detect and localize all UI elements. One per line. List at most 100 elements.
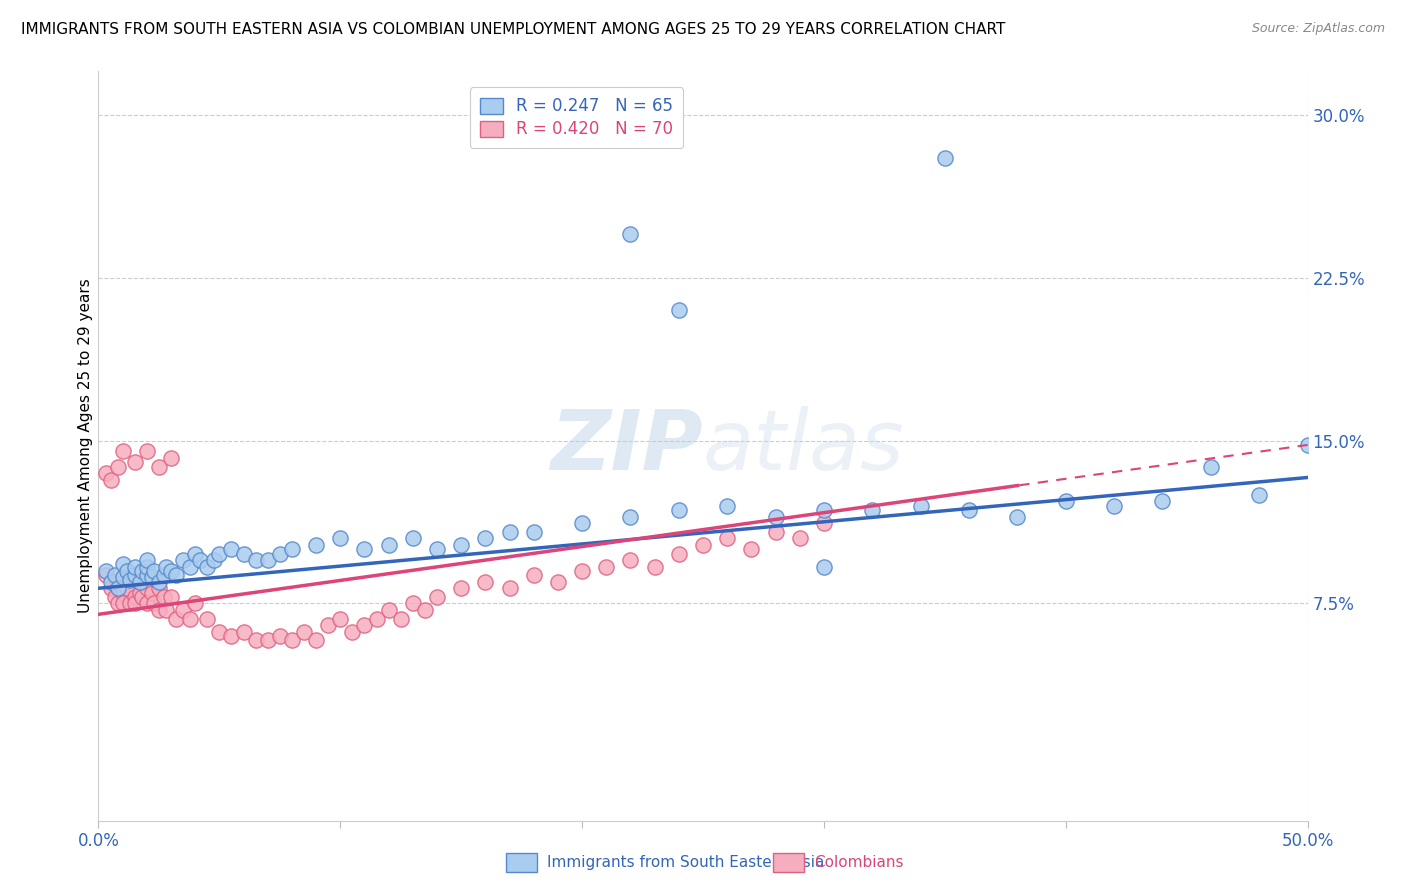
Point	[910, 499, 932, 513]
Point	[342, 624, 364, 639]
Point	[716, 499, 738, 513]
Point	[245, 633, 267, 648]
Point	[765, 524, 787, 539]
Point	[353, 542, 375, 557]
Point	[135, 553, 157, 567]
Point	[813, 516, 835, 530]
Point	[269, 547, 291, 561]
Point	[1007, 509, 1029, 524]
Point	[366, 612, 388, 626]
Point	[155, 559, 177, 574]
Point	[571, 516, 593, 530]
Point	[184, 597, 207, 611]
Point	[269, 629, 291, 643]
Point	[402, 531, 425, 545]
Point	[292, 624, 315, 639]
Point	[619, 553, 641, 567]
Point	[668, 303, 690, 318]
Text: ZIP: ZIP	[550, 406, 703, 486]
Point	[377, 538, 399, 552]
Point	[141, 570, 163, 584]
Point	[860, 503, 883, 517]
Point	[195, 612, 218, 626]
Point	[172, 553, 194, 567]
Point	[165, 612, 187, 626]
Point	[135, 559, 157, 574]
Point	[329, 531, 352, 545]
Point	[111, 585, 134, 599]
Point	[111, 444, 134, 458]
Point	[426, 590, 449, 604]
Point	[644, 559, 666, 574]
Point	[148, 574, 170, 589]
Point	[118, 597, 141, 611]
Point	[124, 559, 146, 574]
Point	[131, 590, 153, 604]
Legend: R = 0.247   N = 65, R = 0.420   N = 70: R = 0.247 N = 65, R = 0.420 N = 70	[470, 87, 683, 148]
Point	[232, 624, 254, 639]
Point	[195, 559, 218, 574]
Point	[957, 503, 980, 517]
Point	[135, 597, 157, 611]
Point	[172, 603, 194, 617]
Point	[128, 574, 150, 589]
Point	[1249, 488, 1271, 502]
Point	[1152, 494, 1174, 508]
Point	[111, 597, 134, 611]
Point	[135, 568, 157, 582]
Point	[256, 633, 278, 648]
Point	[148, 459, 170, 474]
Y-axis label: Unemployment Among Ages 25 to 29 years: Unemployment Among Ages 25 to 29 years	[77, 278, 93, 614]
Point	[256, 553, 278, 567]
Point	[179, 559, 201, 574]
Point	[813, 559, 835, 574]
Text: Source: ZipAtlas.com: Source: ZipAtlas.com	[1251, 22, 1385, 36]
Point	[117, 564, 139, 578]
Point	[143, 597, 166, 611]
Point	[1296, 438, 1319, 452]
Point	[111, 570, 134, 584]
Point	[523, 568, 546, 582]
Point	[143, 564, 166, 578]
Point	[107, 581, 129, 595]
Point	[124, 590, 146, 604]
Point	[474, 531, 496, 545]
Point	[155, 603, 177, 617]
Point	[595, 559, 617, 574]
Point	[1102, 499, 1125, 513]
Point	[619, 227, 641, 242]
Point	[305, 538, 328, 552]
Point	[128, 585, 150, 599]
Point	[789, 531, 811, 545]
Point	[135, 581, 157, 595]
Point	[152, 568, 174, 582]
Point	[389, 612, 412, 626]
Point	[94, 568, 117, 582]
Point	[131, 564, 153, 578]
Point	[413, 603, 436, 617]
Point	[668, 547, 690, 561]
Point	[208, 547, 231, 561]
Point	[221, 629, 243, 643]
Point	[152, 590, 174, 604]
Text: IMMIGRANTS FROM SOUTH EASTERN ASIA VS COLOMBIAN UNEMPLOYMENT AMONG AGES 25 TO 29: IMMIGRANTS FROM SOUTH EASTERN ASIA VS CO…	[21, 22, 1005, 37]
Point	[571, 564, 593, 578]
Point	[100, 473, 122, 487]
Point	[934, 151, 956, 165]
Point	[716, 531, 738, 545]
Point	[100, 581, 122, 595]
Point	[107, 459, 129, 474]
Point	[124, 568, 146, 582]
Point	[619, 509, 641, 524]
Point	[135, 444, 157, 458]
Point	[353, 618, 375, 632]
Point	[329, 612, 352, 626]
Point	[165, 568, 187, 582]
Point	[813, 503, 835, 517]
Point	[104, 568, 127, 582]
Point	[160, 590, 183, 604]
Point	[402, 597, 425, 611]
Point	[426, 542, 449, 557]
Point	[184, 547, 207, 561]
Point	[281, 542, 304, 557]
